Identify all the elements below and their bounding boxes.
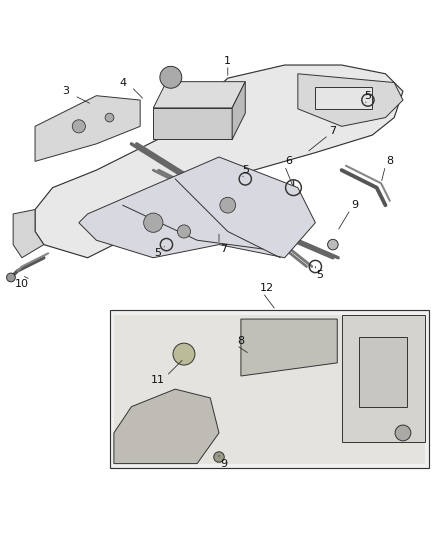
Circle shape [160,66,182,88]
Polygon shape [79,157,315,258]
Circle shape [177,225,191,238]
Circle shape [173,343,195,365]
Text: 1: 1 [224,55,231,66]
Circle shape [220,197,236,213]
Text: 9: 9 [220,458,227,469]
Circle shape [395,425,411,441]
Polygon shape [241,319,337,376]
Circle shape [328,239,338,250]
Polygon shape [35,96,140,161]
Text: 7: 7 [329,126,336,136]
Polygon shape [359,336,407,407]
Text: 10: 10 [15,279,29,289]
Text: 12: 12 [260,284,274,293]
Text: 11: 11 [151,375,165,385]
Text: 7: 7 [220,244,227,254]
Text: 6: 6 [286,156,293,166]
Polygon shape [13,209,44,258]
Circle shape [144,213,163,232]
Polygon shape [35,65,403,258]
Polygon shape [342,314,425,442]
Text: 4: 4 [119,77,126,87]
Polygon shape [114,314,425,464]
Text: 5: 5 [242,165,249,175]
Text: 9: 9 [351,200,358,210]
Polygon shape [153,82,245,108]
Text: 5: 5 [364,91,371,101]
Text: 5: 5 [154,248,161,259]
Polygon shape [153,108,232,140]
Text: 8: 8 [237,336,244,346]
Circle shape [7,273,15,282]
Text: 8: 8 [386,156,393,166]
FancyBboxPatch shape [110,310,429,468]
Circle shape [105,113,114,122]
Polygon shape [232,82,245,140]
Text: 5: 5 [316,270,323,280]
Polygon shape [315,87,372,109]
Polygon shape [298,74,403,126]
Circle shape [214,452,224,462]
Polygon shape [114,389,219,464]
Circle shape [72,120,85,133]
Text: 3: 3 [62,86,69,96]
